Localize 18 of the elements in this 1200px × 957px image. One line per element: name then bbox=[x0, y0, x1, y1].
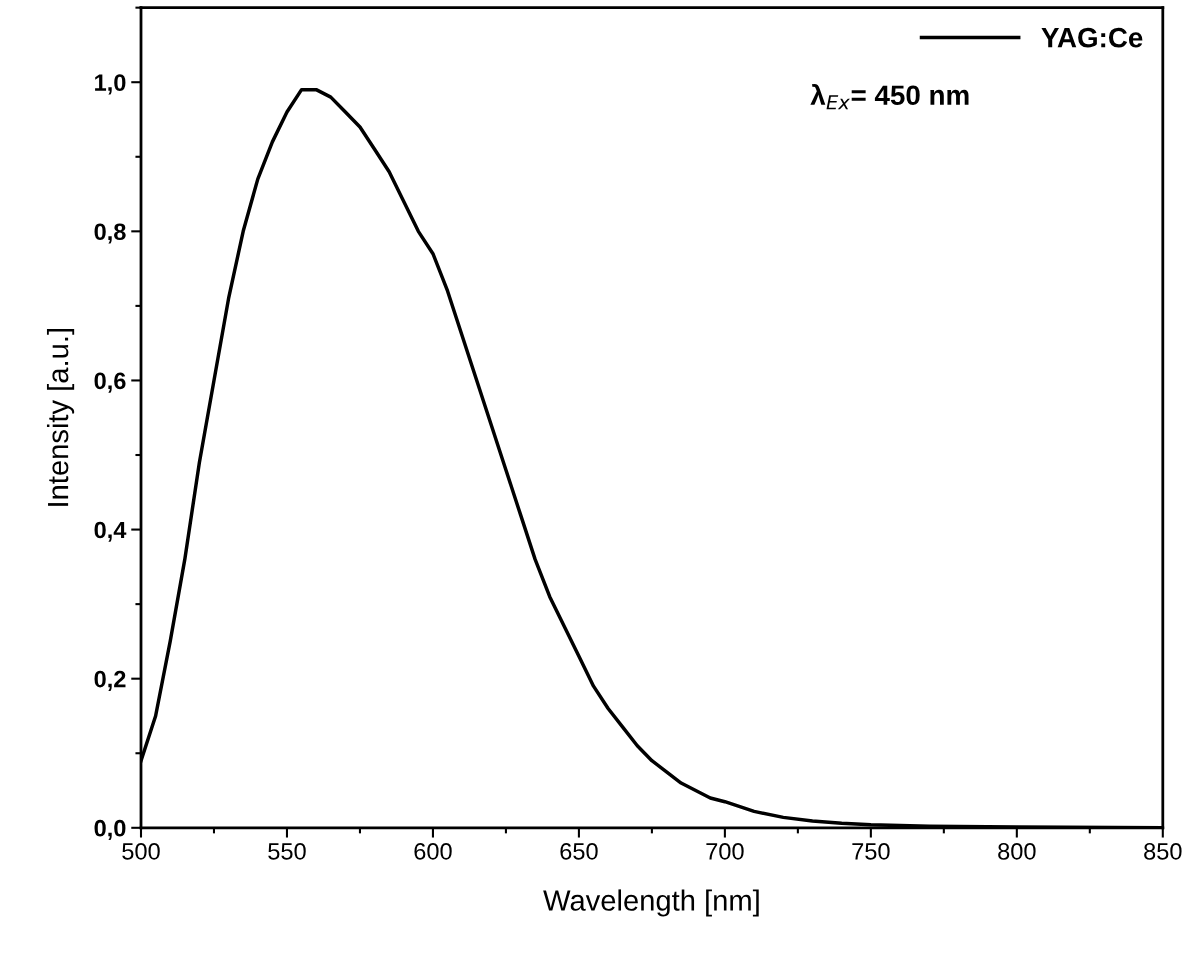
y-tick-label: 0,8 bbox=[94, 223, 126, 244]
y-axis-title: Intensity [a.u.] bbox=[46, 329, 75, 506]
x-tick-label: 850 bbox=[1144, 843, 1182, 860]
x-axis-title: Wavelength [nm] bbox=[543, 889, 759, 917]
x-tick-label: 800 bbox=[998, 843, 1036, 860]
y-tick-label: 1,0 bbox=[95, 74, 126, 95]
y-tick-label: 0,4 bbox=[94, 521, 127, 542]
y-tick-label: 0,0 bbox=[94, 819, 126, 841]
x-tick-label: 550 bbox=[268, 843, 306, 860]
x-tick-label: 750 bbox=[852, 843, 890, 860]
annotation: λ$_{Ex}$= 450 nm bbox=[810, 83, 969, 110]
legend-label: YAG:Ce bbox=[1041, 27, 1143, 48]
y-tick-label: 0,6 bbox=[94, 372, 126, 393]
x-tick-label: 500 bbox=[122, 843, 160, 860]
x-tick-label: 600 bbox=[414, 843, 452, 860]
y-tick-label: 0,2 bbox=[94, 670, 126, 691]
x-tick-label: 650 bbox=[560, 843, 598, 860]
x-tick-label: 700 bbox=[706, 843, 744, 860]
